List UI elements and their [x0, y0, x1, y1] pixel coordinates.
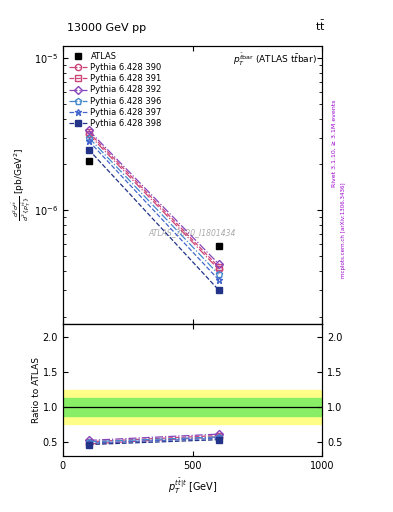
Line: Pythia 6.428 397: Pythia 6.428 397 [86, 138, 222, 283]
Line: Pythia 6.428 391: Pythia 6.428 391 [86, 129, 222, 270]
Text: t$\bar{\mathrm{t}}$: t$\bar{\mathrm{t}}$ [316, 19, 326, 33]
Pythia 6.428 390 [216, 266, 221, 272]
Line: Pythia 6.428 392: Pythia 6.428 392 [86, 127, 222, 267]
Line: Pythia 6.428 390: Pythia 6.428 390 [86, 131, 222, 272]
Bar [63, 398, 322, 416]
Bar [63, 390, 322, 424]
Line: Pythia 6.428 396: Pythia 6.428 396 [86, 135, 222, 278]
Pythia 6.428 397 [216, 276, 221, 283]
Y-axis label: $\frac{d^2\sigma^{t\bar{t}}}{d^2\{p_T^{t\bar{t}}\}}$ [pb/GeV$^2$]: $\frac{d^2\sigma^{t\bar{t}}}{d^2\{p_T^{t… [10, 148, 33, 221]
Legend: ATLAS, Pythia 6.428 390, Pythia 6.428 391, Pythia 6.428 392, Pythia 6.428 396, P: ATLAS, Pythia 6.428 390, Pythia 6.428 39… [66, 49, 165, 131]
Line: ATLAS: ATLAS [85, 158, 222, 250]
Text: ATLAS_2020_I1801434: ATLAS_2020_I1801434 [149, 228, 236, 237]
Pythia 6.428 391 [216, 264, 221, 270]
Text: Rivet 3.1.10, ≥ 3.1M events: Rivet 3.1.10, ≥ 3.1M events [332, 100, 337, 187]
ATLAS [216, 243, 221, 249]
Y-axis label: Ratio to ATLAS: Ratio to ATLAS [32, 357, 41, 422]
ATLAS [86, 158, 91, 164]
Pythia 6.428 391 [86, 130, 91, 136]
Pythia 6.428 392 [86, 127, 91, 134]
Pythia 6.428 398 [86, 146, 91, 153]
Text: $p_T^{\bar{t}\mathrm{bar}}$ (ATLAS t$\bar{t}$bar): $p_T^{\bar{t}\mathrm{bar}}$ (ATLAS t$\ba… [233, 52, 317, 68]
Line: Pythia 6.428 398: Pythia 6.428 398 [86, 146, 222, 293]
X-axis label: $p^{t\bar{t}|t}_T$ [GeV]: $p^{t\bar{t}|t}_T$ [GeV] [168, 476, 217, 496]
Text: 13000 GeV pp: 13000 GeV pp [67, 23, 146, 33]
Pythia 6.428 398 [216, 287, 221, 293]
Text: mcplots.cern.ch [arXiv:1306.3436]: mcplots.cern.ch [arXiv:1306.3436] [341, 183, 346, 278]
Pythia 6.428 397 [86, 138, 91, 144]
Pythia 6.428 396 [86, 135, 91, 141]
Pythia 6.428 396 [216, 271, 221, 278]
Pythia 6.428 390 [86, 132, 91, 138]
Pythia 6.428 392 [216, 261, 221, 267]
